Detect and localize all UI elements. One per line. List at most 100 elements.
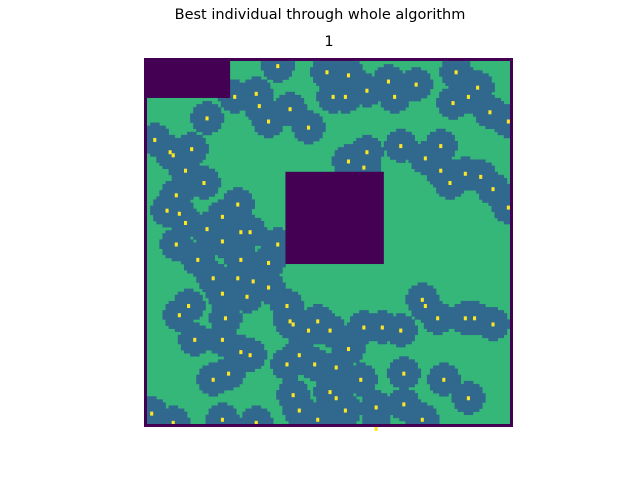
obstacle-2	[285, 171, 384, 265]
coverage-run	[217, 97, 274, 102]
coverage-run	[153, 202, 194, 206]
coverage-run	[442, 64, 471, 68]
coverage-run	[156, 156, 206, 160]
coverage-run	[310, 377, 378, 382]
coverage-run	[199, 285, 286, 289]
coverage-run	[436, 128, 446, 133]
coverage-run	[260, 67, 295, 71]
coverage-run	[208, 205, 255, 209]
sensor-point	[436, 316, 440, 321]
coverage-run	[319, 101, 378, 105]
coverage-run	[162, 165, 209, 169]
coverage-run	[325, 343, 366, 348]
coverage-run	[217, 94, 274, 99]
sensor-point	[346, 347, 351, 352]
coverage-run	[196, 104, 219, 108]
coverage-run	[147, 137, 206, 142]
coverage-run	[405, 294, 440, 299]
coverage-run	[408, 304, 449, 308]
coverage-run	[193, 273, 280, 277]
coverage-run	[276, 328, 418, 332]
coverage-run	[187, 131, 197, 136]
sensor-point	[306, 125, 311, 130]
coverage-run	[423, 322, 511, 326]
coverage-run	[193, 110, 222, 114]
coverage-run	[150, 205, 194, 209]
coverage-run	[285, 414, 360, 419]
obstacle-1	[144, 58, 231, 98]
coverage-run	[199, 387, 234, 391]
sensor-point	[454, 70, 458, 75]
coverage-run	[165, 181, 222, 185]
coverage-run	[445, 196, 455, 200]
sensor-point	[488, 110, 492, 115]
coverage-run	[405, 70, 428, 74]
coverage-run	[202, 131, 212, 136]
sensor-point	[374, 427, 378, 431]
coverage-run	[257, 131, 280, 136]
coverage-run	[251, 405, 262, 409]
coverage-run	[390, 110, 400, 114]
coverage-run	[285, 417, 360, 422]
coverage-run	[313, 393, 354, 397]
coverage-run	[414, 168, 495, 173]
coverage-run	[377, 310, 388, 314]
coverage-run	[411, 67, 422, 71]
coverage-run	[199, 282, 286, 286]
coverage-run	[159, 239, 194, 243]
coverage-run	[196, 128, 219, 133]
coverage-run	[270, 359, 360, 363]
coverage-run	[276, 396, 311, 400]
coverage-run	[362, 104, 372, 108]
coverage-run	[411, 310, 505, 314]
coverage-run	[147, 414, 188, 419]
coverage-run	[454, 405, 483, 409]
coverage-run	[273, 313, 335, 317]
coverage-run	[260, 245, 295, 249]
coverage-run	[242, 310, 252, 314]
coverage-run	[310, 73, 372, 77]
coverage-run	[162, 187, 219, 191]
sensor-point	[325, 70, 329, 75]
coverage-run	[426, 177, 508, 182]
coverage-run	[288, 420, 357, 425]
coverage-run	[316, 380, 378, 385]
coverage-run	[180, 331, 237, 336]
coverage-run	[183, 264, 225, 268]
coverage-run	[482, 334, 505, 339]
coverage-run	[251, 76, 262, 80]
coverage-run	[408, 159, 486, 163]
coverage-run	[199, 368, 255, 372]
coverage-run	[183, 288, 194, 292]
sensor-point	[276, 242, 280, 247]
coverage-run	[439, 193, 462, 197]
coverage-run	[223, 107, 308, 111]
coverage-run	[159, 242, 295, 246]
sensor-point	[174, 242, 178, 247]
coverage-run	[279, 402, 428, 406]
sensor-point	[386, 79, 390, 84]
coverage-run	[439, 73, 489, 77]
coverage-run	[208, 408, 237, 412]
coverage-run	[177, 334, 246, 339]
coverage-run	[168, 405, 179, 409]
sensor-point	[193, 337, 197, 342]
coverage-run	[291, 128, 326, 133]
sensor-point	[239, 350, 243, 355]
coverage-run	[220, 85, 271, 90]
coverage-run	[340, 110, 351, 114]
coverage-run	[156, 220, 265, 225]
coverage-run	[202, 390, 225, 394]
coverage-run	[187, 270, 283, 274]
coverage-run	[165, 322, 200, 326]
coverage-run	[276, 350, 326, 354]
sensor-point	[254, 91, 258, 96]
coverage-run	[380, 101, 409, 105]
coverage-run	[147, 417, 191, 422]
coverage-run	[460, 156, 471, 160]
sensor-point	[439, 168, 443, 173]
coverage-run	[494, 214, 511, 219]
coverage-run	[445, 82, 495, 86]
coverage-run	[273, 79, 283, 83]
coverage-run	[150, 122, 160, 126]
